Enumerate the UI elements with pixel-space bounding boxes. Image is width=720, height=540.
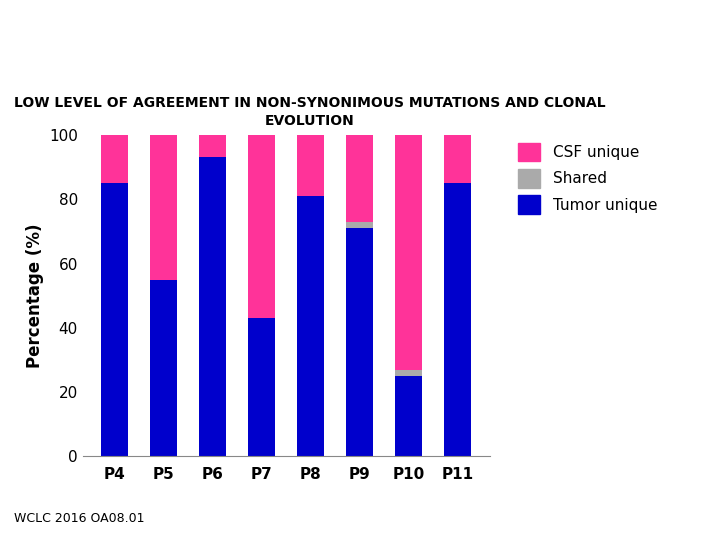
Bar (102, 183, 128, 456)
Bar (150, 135, 177, 280)
Bar (395, 369, 422, 376)
Text: LOW LEVEL OF AGREEMENT IN NON-SYNONIMOUS MUTATIONS AND CLONAL: LOW LEVEL OF AGREEMENT IN NON-SYNONIMOUS… (14, 96, 606, 110)
Bar (199, 135, 226, 158)
Bar (444, 183, 471, 456)
Y-axis label: Percentage (%): Percentage (%) (25, 224, 43, 368)
Bar (248, 318, 275, 456)
Text: EVOLUTION: EVOLUTION (265, 114, 354, 129)
Legend: CSF unique, Shared, Tumor unique: CSF unique, Shared, Tumor unique (518, 143, 657, 214)
Bar (346, 222, 373, 228)
Bar (444, 135, 471, 183)
Bar (248, 135, 275, 318)
Bar (346, 228, 373, 456)
Bar (102, 135, 128, 183)
Bar (150, 280, 177, 456)
Bar (297, 196, 324, 456)
Bar (395, 376, 422, 456)
Bar (297, 135, 324, 196)
Bar (346, 135, 373, 222)
Bar (199, 158, 226, 456)
Text: DESAFIOS: DESAFIOS (302, 18, 418, 38)
Text: WCLC 2016 OA08.01: WCLC 2016 OA08.01 (14, 512, 145, 525)
Bar (395, 135, 422, 369)
